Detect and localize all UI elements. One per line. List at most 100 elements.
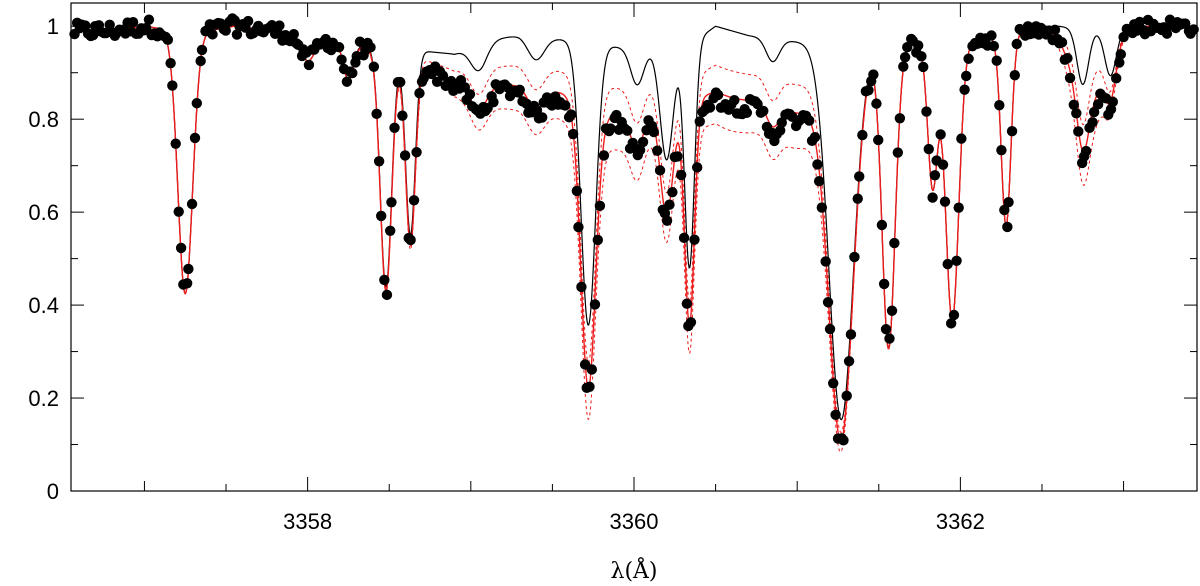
observed-point: [854, 171, 865, 182]
observed-point: [173, 206, 184, 217]
observed-point: [1115, 49, 1127, 60]
observed-point: [567, 128, 579, 140]
observed-point: [336, 54, 347, 65]
observed-point: [594, 200, 606, 212]
observed-point: [752, 98, 763, 110]
observed-point: [143, 14, 155, 25]
observed-point: [935, 129, 946, 140]
observed-point: [376, 210, 387, 222]
observed-point: [611, 109, 622, 121]
observed-point: [678, 232, 690, 244]
observed-point: [183, 263, 194, 275]
y-tick-label: 0: [47, 479, 59, 504]
observed-point: [1009, 70, 1020, 81]
observed-point: [1092, 99, 1104, 110]
observed-point: [894, 113, 906, 124]
observed-point: [127, 17, 139, 28]
observed-point: [274, 20, 285, 31]
observed-point: [961, 70, 972, 82]
observed-point: [347, 67, 358, 79]
observed-point: [963, 53, 974, 64]
observed-point: [863, 85, 874, 96]
observed-point: [1071, 108, 1082, 119]
observed-point: [354, 36, 366, 47]
observed-point: [195, 55, 206, 67]
observed-point: [1006, 125, 1018, 137]
model-red-dotted-upper: [71, 25, 1197, 433]
observed-point: [672, 151, 683, 162]
observed-point: [813, 175, 825, 187]
observed-point: [912, 40, 924, 51]
observed-point: [664, 199, 675, 210]
observed-point: [921, 106, 932, 117]
observed-point: [395, 76, 406, 88]
observed-point: [758, 105, 769, 117]
observed-point: [852, 193, 863, 204]
observed-point: [437, 70, 449, 81]
observed-point: [857, 129, 868, 141]
observed-point: [191, 98, 203, 109]
observed-point: [385, 225, 396, 236]
observed-point: [531, 105, 543, 116]
observed-point: [927, 192, 938, 203]
observed-point: [1107, 96, 1118, 108]
observed-point: [776, 117, 787, 128]
observed-point: [414, 88, 425, 99]
observed-point: [589, 299, 601, 310]
observed-point: [167, 80, 178, 91]
observed-point: [371, 108, 382, 120]
observed-point: [889, 237, 900, 249]
observed-point: [1080, 145, 1092, 157]
observed-point: [189, 132, 201, 144]
plot-area: [69, 13, 1199, 453]
observed-point: [1111, 73, 1122, 84]
observed-point: [1073, 126, 1084, 137]
observed-point: [994, 99, 1005, 111]
observed-point: [937, 159, 949, 170]
observed-point: [1114, 57, 1125, 68]
observed-point: [828, 378, 839, 389]
observed-point: [1002, 221, 1013, 233]
observed-point: [691, 162, 703, 173]
observed-point: [565, 109, 577, 120]
observed-point: [729, 94, 740, 106]
observed-point: [175, 242, 187, 254]
observed-point: [405, 234, 416, 246]
observed-point: [999, 204, 1010, 216]
observed-point: [488, 96, 499, 108]
observed-point: [598, 150, 610, 161]
observed-point: [845, 329, 857, 340]
observed-point: [988, 40, 1000, 52]
observed-point: [1049, 24, 1061, 36]
x-tick-label: 3358: [283, 509, 332, 534]
observed-point: [667, 186, 678, 198]
observed-point: [959, 84, 970, 95]
observed-point: [1088, 106, 1100, 118]
observed-point: [1068, 99, 1080, 111]
observed-point: [1118, 31, 1129, 43]
model-red-dotted-lower: [71, 25, 1197, 453]
y-tick-label: 0.4: [28, 293, 59, 318]
observed-point: [1064, 72, 1076, 84]
observed-point: [820, 256, 831, 267]
observed-point: [605, 123, 616, 134]
observed-point: [876, 219, 888, 231]
observed-point: [880, 324, 892, 335]
observed-point: [576, 281, 587, 293]
observed-point: [573, 221, 584, 233]
observed-point: [408, 195, 420, 206]
observed-point: [939, 196, 951, 207]
observed-point: [812, 159, 823, 170]
observed-point: [741, 107, 753, 118]
observed-point: [379, 274, 390, 286]
observed-point: [809, 131, 821, 143]
observed-point: [389, 122, 400, 133]
observed-point: [899, 52, 911, 63]
y-tick-label: 0.8: [28, 107, 59, 132]
x-tick-label: 3360: [610, 509, 659, 534]
observed-point: [871, 98, 882, 109]
observed-point: [704, 102, 716, 113]
observed-point: [170, 138, 181, 149]
observed-point: [288, 29, 299, 40]
y-tick-label: 0.2: [28, 386, 59, 411]
